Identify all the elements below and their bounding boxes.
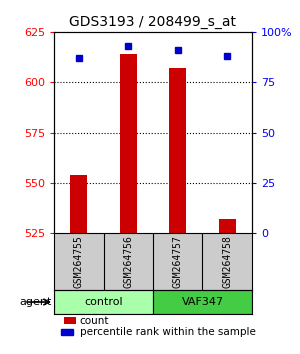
Text: agent: agent — [19, 297, 52, 307]
Bar — [64, 318, 76, 324]
Text: VAF347: VAF347 — [182, 297, 224, 307]
Bar — [169, 68, 186, 234]
Text: GSM264756: GSM264756 — [123, 235, 133, 288]
Text: percentile rank within the sample: percentile rank within the sample — [80, 327, 256, 337]
FancyBboxPatch shape — [54, 290, 153, 314]
Text: GSM264758: GSM264758 — [222, 235, 232, 288]
Text: count: count — [80, 316, 109, 326]
Text: GSM264757: GSM264757 — [173, 235, 183, 288]
FancyBboxPatch shape — [153, 290, 252, 314]
Bar — [70, 175, 87, 234]
Text: GSM264755: GSM264755 — [74, 235, 84, 288]
Bar — [120, 54, 137, 234]
Text: control: control — [84, 297, 123, 307]
Bar — [219, 219, 236, 234]
Title: GDS3193 / 208499_s_at: GDS3193 / 208499_s_at — [70, 16, 236, 29]
